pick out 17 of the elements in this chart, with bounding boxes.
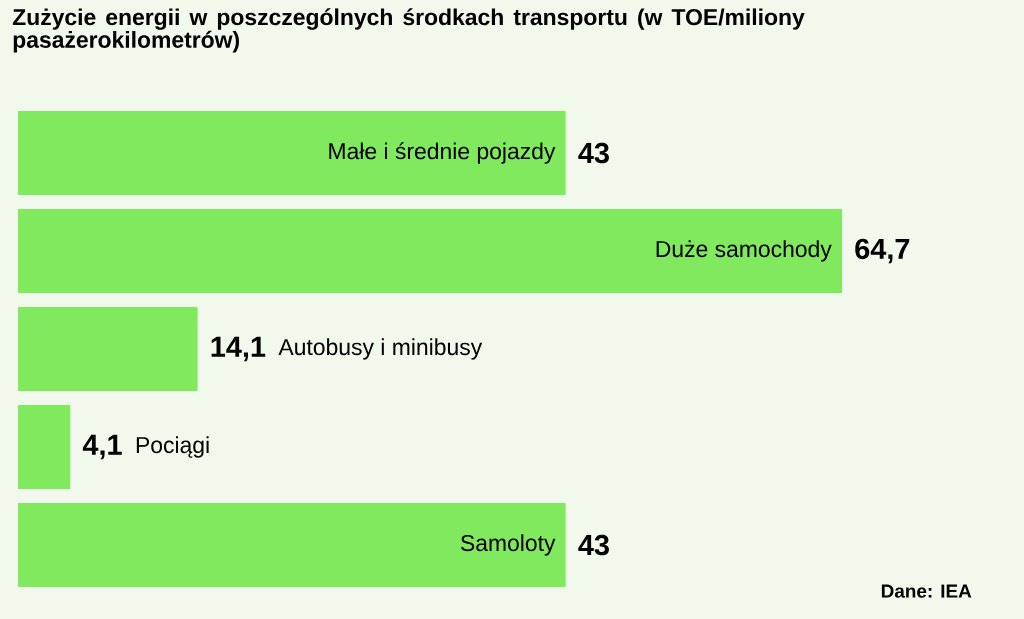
text: Dane: IEA — [881, 584, 972, 598]
data-label: 64,7 — [855, 238, 910, 264]
chart-title: Zużycie energii w poszczególnych środkach transportu (w TOE/miliony pasażerokilometrów) — [12, 8, 805, 53]
bar — [18, 503, 566, 588]
bar — [18, 307, 198, 391]
bar — [18, 209, 843, 294]
y-tick-label: Duże samochody — [656, 240, 832, 262]
data-label: 43 — [578, 142, 609, 164]
data-label: 4,1 — [82, 434, 122, 460]
bar — [18, 111, 566, 196]
y-tick-label: Autobusy i minibusy — [278, 338, 483, 360]
y-tick-label: Samoloty — [460, 534, 556, 556]
data-label: 43 — [578, 534, 609, 556]
y-tick-label: Małe i średnie pojazdy — [329, 142, 556, 164]
y-tick-label: Pociągi — [136, 436, 209, 458]
bar — [18, 405, 71, 489]
data-label: 14,1 — [211, 336, 266, 362]
